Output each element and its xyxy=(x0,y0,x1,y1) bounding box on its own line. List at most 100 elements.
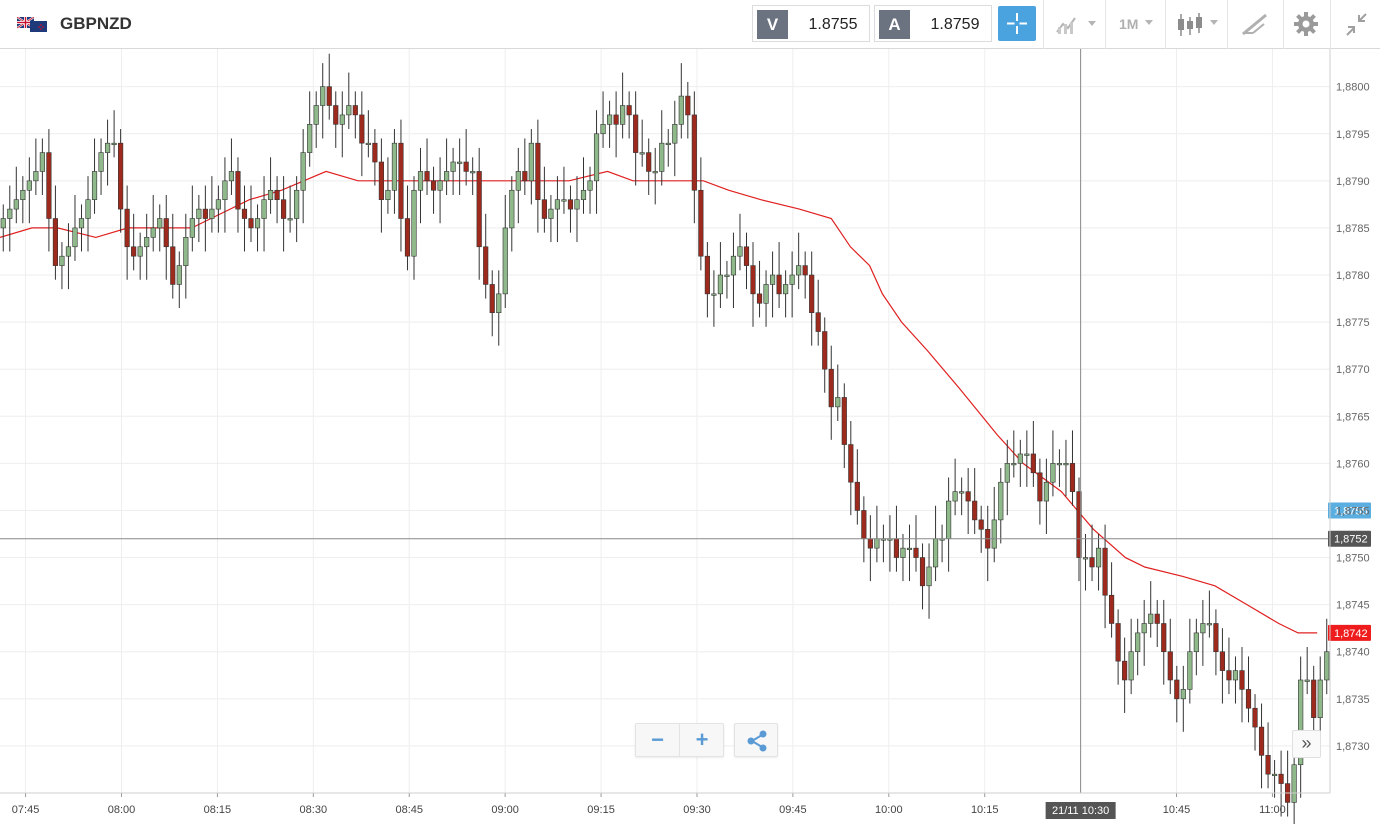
candle xyxy=(541,166,547,233)
candle-body-up xyxy=(900,547,906,558)
collapse-arrows-icon xyxy=(1346,13,1367,36)
candle xyxy=(528,129,534,205)
chart-toolbar: GBPNZD V 1.8755 A 1.8759 xyxy=(0,0,1380,49)
candlestick-icon xyxy=(1178,13,1218,36)
candle xyxy=(294,176,300,243)
candle-body-up xyxy=(926,566,932,587)
candle xyxy=(13,166,19,224)
sell-price[interactable]: 1.8755 xyxy=(808,16,858,33)
candle-body-down xyxy=(1076,491,1082,558)
candle xyxy=(333,91,339,148)
candle-body-up xyxy=(874,538,880,549)
candle xyxy=(939,524,945,563)
candle-body-down xyxy=(1174,679,1180,700)
candle-body-down xyxy=(124,208,130,248)
candle xyxy=(965,468,971,535)
candle-body-up xyxy=(450,161,456,172)
timeframe-dropdown[interactable]: 1M xyxy=(1105,0,1165,49)
candle xyxy=(450,147,456,195)
candle xyxy=(685,81,691,139)
candle-body-up xyxy=(724,274,730,277)
buy-price[interactable]: 1.8759 xyxy=(930,16,980,33)
candle xyxy=(470,157,476,195)
sell-label[interactable]: V xyxy=(757,10,788,39)
price-tag-label: 1,8755 xyxy=(1334,505,1368,517)
candle xyxy=(822,317,828,393)
candle xyxy=(1285,750,1291,817)
candle xyxy=(352,91,358,139)
candle xyxy=(1004,439,1010,516)
candle-body-up xyxy=(665,142,671,145)
candle-body-down xyxy=(170,246,176,285)
candle-body-down xyxy=(867,538,873,549)
axes-layer: 1,8730 1,8735 1,8740 1,8745 1,8750 1,8755 1,87… xyxy=(0,49,1370,816)
candle-body-up xyxy=(417,171,424,191)
candle xyxy=(274,176,280,224)
candle xyxy=(254,204,261,252)
candle xyxy=(620,72,626,139)
candle xyxy=(248,185,254,243)
sell-price-box[interactable]: V 1.8755 xyxy=(752,5,870,42)
candle-body-down xyxy=(1226,670,1232,681)
x-tick-label: 08:15 xyxy=(204,804,232,816)
candle xyxy=(613,91,619,158)
candle-body-down xyxy=(972,500,978,521)
zoom-out-button[interactable]: − xyxy=(636,724,680,756)
candle-body-up xyxy=(91,171,98,200)
candle xyxy=(137,232,143,280)
candle xyxy=(157,204,163,252)
candle xyxy=(1043,458,1049,535)
candle xyxy=(900,534,906,582)
candle xyxy=(783,270,789,318)
collapse-button[interactable] xyxy=(1330,0,1380,49)
candle xyxy=(1109,562,1115,638)
candle-body-down xyxy=(1161,623,1167,653)
candle-body-down xyxy=(378,161,384,200)
candle-body-down xyxy=(822,331,828,370)
candle xyxy=(854,449,860,525)
buy-price-box[interactable]: A 1.8759 xyxy=(874,5,992,42)
candle-body-down xyxy=(704,255,710,295)
scroll-right-button[interactable]: » xyxy=(1292,730,1321,758)
candle-body-up xyxy=(307,124,313,153)
crosshair-button[interactable] xyxy=(998,6,1036,41)
candle-body-down xyxy=(1278,773,1284,784)
candle xyxy=(567,185,574,233)
drawing-tools-button[interactable] xyxy=(1227,0,1283,49)
candle-body-down xyxy=(424,171,430,182)
zoom-in-button[interactable]: + xyxy=(695,727,709,752)
candle-body-up xyxy=(502,227,508,295)
candle xyxy=(1128,618,1134,695)
candle-body-up xyxy=(672,124,678,144)
candle-body-up xyxy=(561,199,567,202)
price-tag-label: 1,8752 xyxy=(1334,534,1368,546)
candle xyxy=(124,185,130,280)
candle-body-up xyxy=(437,180,443,191)
candle xyxy=(228,138,235,195)
candle-body-up xyxy=(783,284,789,295)
chart-type-dropdown[interactable] xyxy=(1043,0,1105,49)
candle xyxy=(978,505,984,553)
candle-body-up xyxy=(763,284,769,304)
share-button[interactable] xyxy=(734,723,778,757)
x-tick-label: 10:15 xyxy=(971,804,999,816)
y-tick-label: 1,8770 xyxy=(1336,364,1370,376)
timeframe-label: 1M xyxy=(1119,16,1139,32)
y-tick-label: 1,8740 xyxy=(1336,647,1370,659)
candle-body-down xyxy=(359,114,365,144)
y-tick-label: 1,8750 xyxy=(1336,553,1370,565)
x-tick-label: 09:30 xyxy=(683,804,711,816)
candle-style-dropdown[interactable] xyxy=(1165,0,1227,49)
buy-label[interactable]: A xyxy=(879,10,910,39)
candle xyxy=(1265,722,1271,789)
candle xyxy=(476,147,482,280)
candle-body-down xyxy=(1265,755,1271,775)
candle xyxy=(39,138,45,195)
candle-body-up xyxy=(300,152,306,191)
line-chart-icon xyxy=(1056,17,1096,34)
settings-button[interactable] xyxy=(1283,0,1330,49)
candle xyxy=(98,138,104,195)
candle xyxy=(196,194,202,243)
candle xyxy=(52,185,58,280)
